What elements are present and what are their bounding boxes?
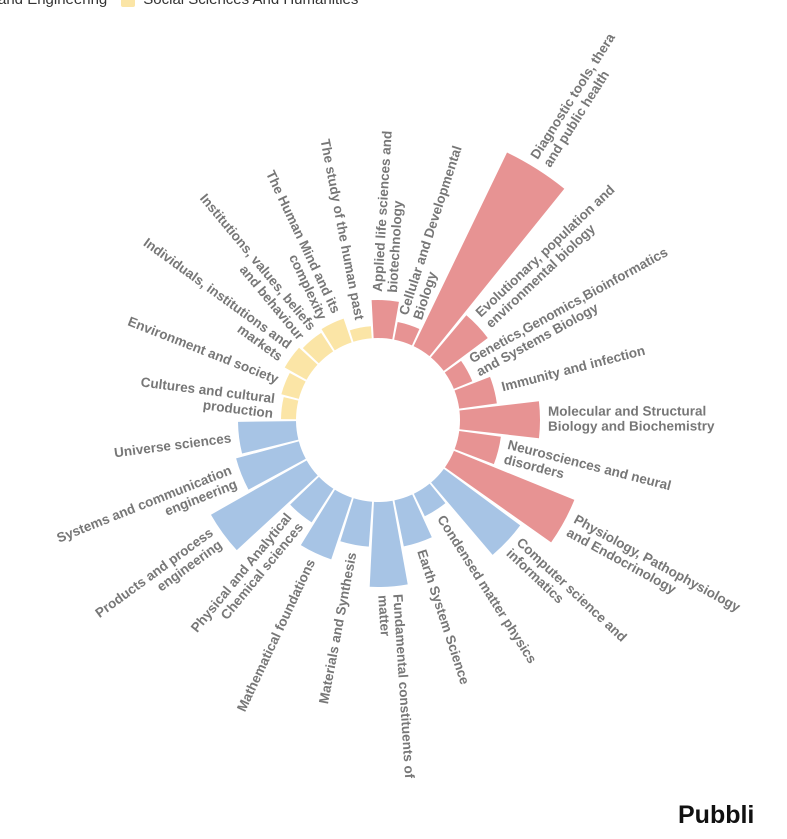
bar-earth-system-science bbox=[394, 494, 432, 547]
bar-environment-and-society bbox=[281, 372, 306, 399]
legend-label-social: Social Sciences And Humanities bbox=[143, 0, 358, 8]
bar-mathematical-foundations bbox=[300, 489, 352, 560]
bar-institutions-values-beliefs-and-behaviour bbox=[302, 332, 334, 364]
label-line-diagnostic-tools-thera-and-public-health-0: Diagnostic tools, thera bbox=[528, 30, 619, 161]
bar-physical-and-analytical-chemical-sciences bbox=[290, 476, 334, 523]
label-line-fundamental-constituents-of-matter-1: matter bbox=[375, 595, 393, 638]
bar-fundamental-constituents-of-matter bbox=[369, 500, 408, 587]
label-line-earth-system-science-0: Earth System Science bbox=[414, 548, 472, 687]
label-materials-and-synthesis: Materials and Synthesis bbox=[316, 551, 359, 705]
bar-immunity-and-infection bbox=[454, 376, 497, 409]
label-line-universe-sciences-0: Universe sciences bbox=[113, 430, 232, 460]
bar-molecular-and-structural-biology-and-biochemistry bbox=[459, 401, 540, 439]
bar-universe-sciences bbox=[238, 421, 299, 454]
bar-materials-and-synthesis bbox=[340, 498, 373, 547]
bar-diagnostic-tools-thera-and-public-health bbox=[413, 152, 565, 357]
chart-legend: and Engineering Social Sciences And Huma… bbox=[0, 0, 358, 8]
bar-applied-life-sciences-and-biotechnology bbox=[371, 300, 399, 340]
bar-systems-and-communication-engineering bbox=[236, 441, 306, 490]
legend-swatch-social bbox=[121, 0, 136, 7]
bar-individuals-institutions-and-markets bbox=[284, 347, 318, 380]
label-line-molecular-and-structural-biology-and-biochemistry-1: Biology and Biochemistry bbox=[548, 418, 715, 433]
label-line-products-and-process-engineering-0: Products and process bbox=[92, 525, 215, 621]
label-line-materials-and-synthesis-0: Materials and Synthesis bbox=[316, 551, 359, 705]
label-line-physiology-pathophysiology-and-endocrinology-0: Physiology, Pathophysiology bbox=[571, 512, 743, 615]
label-line-fundamental-constituents-of-matter-0: Fundamental constituents of bbox=[390, 594, 417, 780]
footer-text: Pubbli bbox=[678, 801, 755, 829]
bar-physiology-pathophysiology-and-endocrinology bbox=[444, 450, 575, 543]
legend-label-physical: and Engineering bbox=[0, 0, 107, 8]
label-line-applied-life-sciences-and-biotechnology-1: biotechnology bbox=[385, 200, 406, 293]
bar-the-study-of-the-human-past bbox=[349, 326, 372, 342]
bar-the-human-mind-and-its-complexity bbox=[321, 318, 352, 351]
bar-condensed-matter-physics bbox=[413, 483, 446, 517]
bar-evolutionary-population-and-environmental-biology bbox=[430, 315, 488, 371]
bar-computer-science-and-informatics bbox=[431, 468, 521, 555]
bar-cultures-and-cultural-production bbox=[281, 397, 299, 420]
bar-cellular-and-developmental-biology bbox=[394, 321, 420, 346]
bar-products-and-process-engineering bbox=[210, 460, 318, 551]
label-line-molecular-and-structural-biology-and-biochemistry-0: Molecular and Structural bbox=[548, 403, 706, 418]
bar-genetics-genomics-bioinformatics-and-systems-biology bbox=[444, 360, 473, 389]
label-earth-system-science: Earth System Science bbox=[414, 548, 472, 687]
bar-neurosciences-and-neural-disorders bbox=[454, 431, 501, 465]
label-universe-sciences: Universe sciences bbox=[113, 430, 232, 460]
